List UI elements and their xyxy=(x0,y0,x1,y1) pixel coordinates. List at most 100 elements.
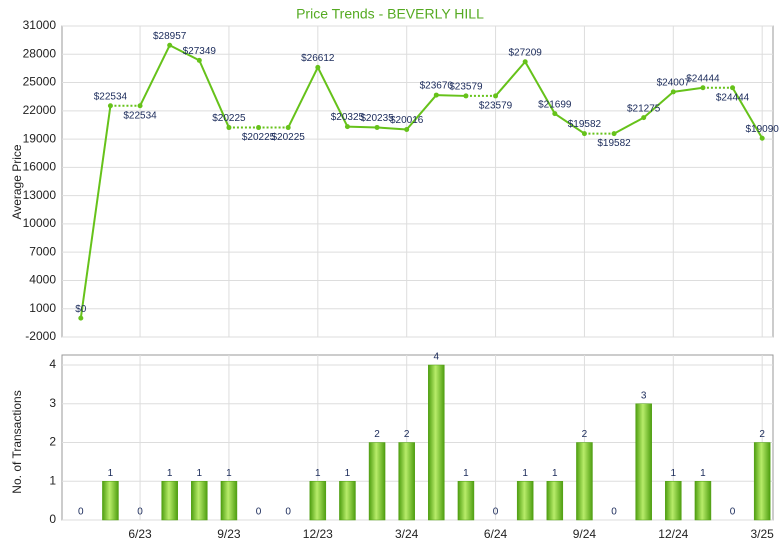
value-label: 2 xyxy=(404,429,410,440)
point xyxy=(78,315,84,321)
y-tick-label: 19000 xyxy=(23,131,57,145)
value-label: 0 xyxy=(611,507,617,518)
y-tick-label: 0 xyxy=(49,512,56,526)
y-tick-label: 10000 xyxy=(23,216,57,230)
value-label: $20235 xyxy=(360,113,394,124)
bar xyxy=(576,442,593,521)
x-tick-label: 9/23 xyxy=(217,527,241,541)
line-segment xyxy=(287,66,319,128)
y-tick-label: 16000 xyxy=(23,160,57,174)
point xyxy=(522,59,528,65)
value-label: 1 xyxy=(315,468,321,479)
point xyxy=(107,103,113,109)
value-label: $24444 xyxy=(686,73,720,84)
value-label: 4 xyxy=(434,352,440,363)
bar xyxy=(428,364,445,521)
y-tick-label: 1000 xyxy=(29,301,56,315)
point xyxy=(167,42,173,48)
point xyxy=(433,92,439,98)
value-label: 1 xyxy=(522,468,528,479)
point xyxy=(374,124,380,130)
y-tick-label: -2000 xyxy=(25,329,56,343)
value-label: 1 xyxy=(700,468,706,479)
line-segment xyxy=(524,61,556,115)
point xyxy=(285,125,291,131)
value-label: 2 xyxy=(582,429,588,440)
chart-title: Price Trends - BEVERLY HILL xyxy=(296,6,484,22)
plot-area xyxy=(61,25,774,338)
y-tick-label: 28000 xyxy=(23,46,57,60)
x-tick-label: 12/24 xyxy=(658,527,688,541)
value-label: $22534 xyxy=(123,110,157,121)
line-segment xyxy=(169,44,200,62)
line-segment xyxy=(376,126,407,131)
line-segment xyxy=(316,66,349,128)
value-label: $22534 xyxy=(94,91,128,102)
line-segment xyxy=(79,105,112,319)
value-label: $24444 xyxy=(716,92,750,103)
value-label: $24007 xyxy=(657,78,691,89)
bar xyxy=(635,403,652,521)
line-segment xyxy=(613,116,645,135)
value-label: $26612 xyxy=(301,53,335,64)
bar xyxy=(102,481,119,521)
value-label: $20225 xyxy=(242,132,276,143)
bar xyxy=(694,481,712,521)
value-label: 0 xyxy=(730,507,736,518)
value-label: 3 xyxy=(641,390,647,401)
value-label: 1 xyxy=(167,468,173,479)
bar xyxy=(368,442,386,521)
value-label: 0 xyxy=(78,507,84,518)
point xyxy=(463,93,469,99)
line-segment xyxy=(554,112,585,135)
bar xyxy=(309,481,327,521)
value-label: $20325 xyxy=(331,112,365,123)
x-tick-label: 3/25 xyxy=(751,527,775,541)
value-label: 2 xyxy=(759,429,765,440)
point xyxy=(581,131,587,137)
value-label: $21699 xyxy=(538,99,572,110)
value-label: 2 xyxy=(374,429,380,440)
point xyxy=(226,125,232,131)
value-label: $23579 xyxy=(479,101,513,112)
value-label: 0 xyxy=(137,507,143,518)
point xyxy=(611,131,617,137)
value-label: $23579 xyxy=(449,82,483,93)
y-tick-label: 2 xyxy=(49,435,56,449)
line-segment xyxy=(198,60,230,128)
line-segment xyxy=(347,125,378,129)
x-tick-label: 12/23 xyxy=(303,527,333,541)
y-axis-label: No. of Transactions xyxy=(10,390,24,493)
x-tick-label: 9/24 xyxy=(573,527,597,541)
bar xyxy=(220,481,238,521)
bar xyxy=(457,481,475,521)
bar xyxy=(339,481,356,521)
value-label: 0 xyxy=(256,507,262,518)
point xyxy=(404,127,410,133)
point xyxy=(256,125,262,131)
value-label: 1 xyxy=(108,468,114,479)
value-label: $21275 xyxy=(627,103,661,114)
value-label: 1 xyxy=(226,468,232,479)
bar xyxy=(546,481,564,521)
value-label: $0 xyxy=(75,304,87,315)
value-label: 1 xyxy=(552,468,558,479)
value-label: 0 xyxy=(285,507,291,518)
point xyxy=(730,85,736,91)
x-tick-label: 3/24 xyxy=(395,527,419,541)
value-label: $20016 xyxy=(390,115,424,126)
point xyxy=(137,103,143,109)
value-label: 1 xyxy=(197,468,203,479)
bar xyxy=(398,442,415,521)
y-tick-label: 13000 xyxy=(23,188,57,202)
y-tick-label: 31000 xyxy=(23,18,57,32)
point xyxy=(641,115,647,121)
line-segment xyxy=(405,94,438,131)
x-tick-label: 6/24 xyxy=(484,527,508,541)
bar xyxy=(191,481,208,521)
value-label: 0 xyxy=(493,507,499,518)
line-segment xyxy=(494,61,526,97)
y-tick-label: 25000 xyxy=(23,75,57,89)
bar xyxy=(665,481,682,521)
